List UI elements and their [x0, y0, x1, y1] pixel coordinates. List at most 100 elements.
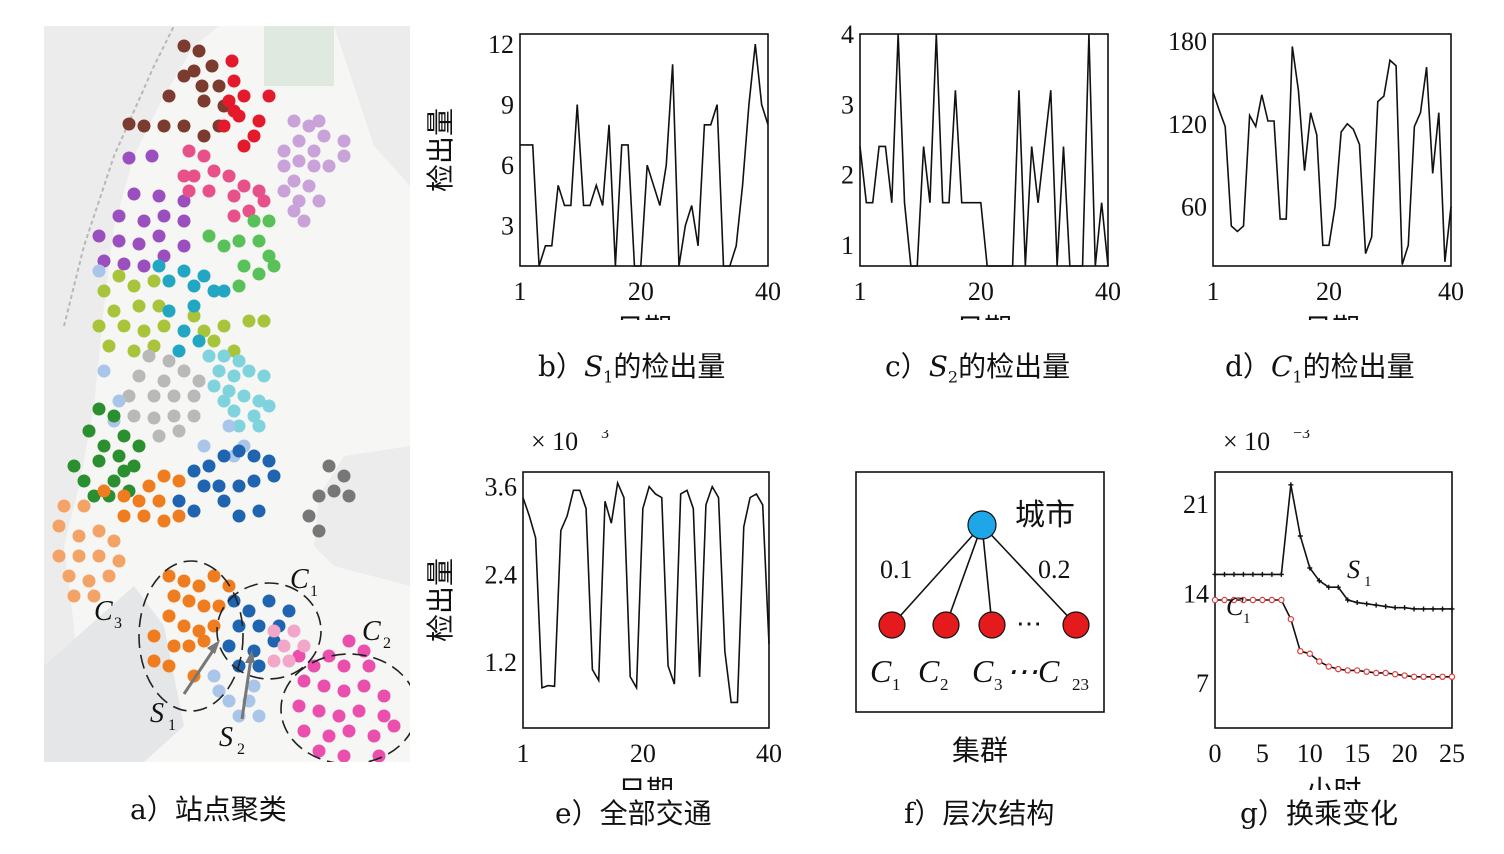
- station-dot-orange: [207, 619, 221, 633]
- station-dot-navy: [282, 604, 296, 618]
- series-line-e: [522, 480, 770, 704]
- station-dot-olive: [217, 319, 231, 333]
- x-tick-label: 0: [1209, 739, 1222, 768]
- station-dot-dark_green: [92, 454, 106, 468]
- station-dot-blue_light: [252, 709, 266, 723]
- station-dot-cyan: [247, 409, 261, 423]
- station-dot-lavender: [277, 159, 291, 173]
- station-dot-pale_pink: [267, 624, 281, 638]
- station-dot-peach: [52, 519, 66, 533]
- caption-f: f）层次结构: [904, 797, 1055, 830]
- station-dot-purple: [122, 151, 136, 165]
- series-point-marker: [1335, 665, 1342, 673]
- station-dot-lavender: [292, 134, 306, 148]
- station-dot-magenta: [292, 649, 306, 663]
- caption-c-prefix: c）: [885, 350, 929, 383]
- series-point-marker: [1221, 596, 1228, 604]
- station-dot-cyan: [227, 369, 241, 383]
- series-point-marker: [1287, 615, 1295, 623]
- station-dot-pale_pink: [277, 639, 291, 653]
- series-point-marker: [1306, 650, 1313, 657]
- series-point-marker: [1373, 602, 1379, 608]
- station-dot-cyan: [217, 394, 231, 408]
- hierarchy-frame: [855, 471, 1105, 713]
- station-dot-red: [247, 129, 261, 143]
- rail-line: [63, 25, 175, 327]
- station-dot-peach: [82, 574, 96, 588]
- station-dot-purple: [127, 187, 141, 201]
- station-dot-orange: [192, 579, 206, 593]
- series-point-marker: [1240, 571, 1246, 577]
- station-dot-navy: [232, 619, 246, 633]
- series-point-marker: [1316, 658, 1323, 665]
- station-dot-cyan: [262, 399, 276, 413]
- station-dot-orange: [117, 489, 131, 503]
- x-tick-label: 40: [1095, 277, 1120, 306]
- weight-right: 0.2: [1038, 555, 1071, 584]
- station-dot-lavender: [287, 204, 301, 218]
- series-point-marker: [1363, 668, 1370, 675]
- plot-frame-b: [519, 33, 769, 267]
- cluster-c3-outline: [138, 560, 244, 712]
- station-dot-orange: [157, 514, 171, 528]
- station-dot-blue_light: [207, 669, 221, 683]
- svg-text:1: 1: [310, 583, 318, 600]
- station-dot-teal: [152, 259, 166, 273]
- station-dot-lavender: [312, 194, 326, 208]
- station-dot-green_light: [232, 234, 246, 248]
- leaf-label-c1: C: [870, 653, 892, 689]
- station-dot-navy: [252, 619, 266, 633]
- station-dot-teal: [187, 279, 201, 293]
- station-dot-purple: [112, 209, 126, 223]
- x-tick-label: 15: [1344, 739, 1370, 768]
- station-dot-dark_green: [67, 459, 81, 473]
- station-dot-blue_light: [222, 419, 236, 433]
- station-dot-orange: [97, 484, 111, 498]
- x-tick-label: 1: [514, 277, 527, 306]
- station-dot-lavender: [277, 144, 291, 158]
- y-tick-label: 1.2: [485, 648, 518, 677]
- station-dot-olive: [187, 309, 201, 323]
- station-dot-dark_gray: [302, 509, 316, 523]
- series-point-marker: [1278, 571, 1284, 577]
- x-tick-label: 25: [1439, 739, 1465, 768]
- series-point-marker: [1448, 673, 1456, 680]
- series-label: C: [1226, 592, 1244, 621]
- caption-d-sub: 1: [1292, 367, 1303, 387]
- station-dot-magenta: [292, 699, 306, 713]
- station-dot-orange: [172, 509, 186, 523]
- station-dot-lavender: [302, 119, 316, 133]
- x-tick-label: 20: [628, 277, 654, 306]
- station-dot-magenta: [342, 724, 356, 738]
- station-dot-magenta: [332, 709, 346, 723]
- station-dot-olive: [132, 299, 146, 313]
- station-dot-peach: [52, 549, 66, 563]
- y-tick-label: 9: [501, 91, 514, 120]
- caption-e: e）全部交通: [555, 792, 712, 832]
- station-dot-olive: [197, 324, 211, 338]
- x-tick-label: 10: [1297, 739, 1323, 768]
- station-dot-gray: [167, 389, 181, 403]
- x-tick-label: 20: [968, 277, 994, 306]
- station-dot-teal: [162, 274, 176, 288]
- station-dot-magenta: [297, 724, 311, 738]
- series-point-marker: [1325, 663, 1332, 670]
- x-tick-label: 20: [630, 739, 656, 768]
- arrow-s1: [182, 645, 218, 695]
- station-dot-brown: [205, 59, 219, 73]
- station-dot-pink: [252, 184, 266, 198]
- caption-b-prefix: b）: [538, 350, 584, 383]
- x-tick-label: 5: [1256, 739, 1269, 768]
- leaf-node-c2: [932, 611, 960, 639]
- station-dot-navy: [267, 469, 281, 483]
- station-dot-lavender: [287, 174, 301, 188]
- caption-g: g）换乘变化: [1240, 792, 1398, 832]
- caption-b: b）S1的检出量: [538, 345, 725, 387]
- station-dot-peach: [92, 524, 106, 538]
- series-point-marker: [1401, 672, 1408, 679]
- station-dot-olive: [112, 269, 126, 283]
- caption-d-var: C: [1270, 350, 1293, 383]
- leaf-node-c1: [878, 611, 906, 639]
